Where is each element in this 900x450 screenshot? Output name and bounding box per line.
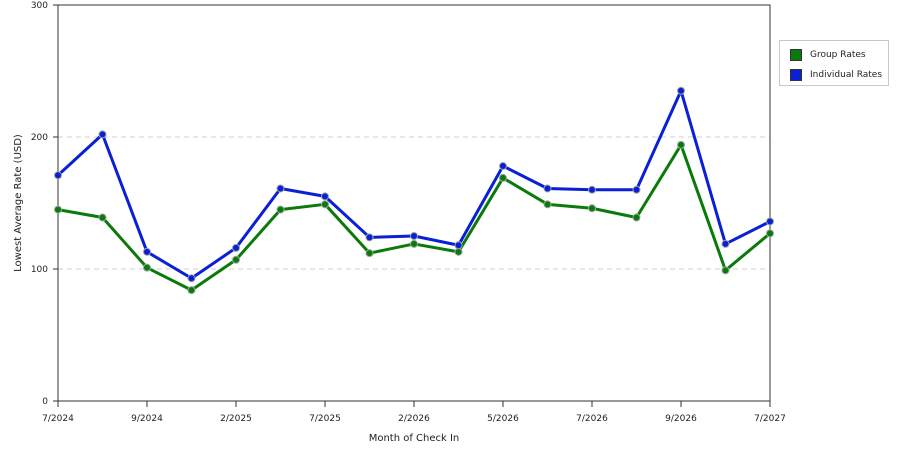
legend-item-individual-rates: Individual Rates xyxy=(790,68,882,82)
data-point-individual-rates xyxy=(588,185,596,194)
x-tick-label: 9/2024 xyxy=(131,414,163,424)
y-tick-label: 300 xyxy=(31,1,48,11)
data-point-group-rates xyxy=(766,229,774,238)
y-tick-label: 200 xyxy=(31,133,48,143)
data-point-group-rates xyxy=(499,173,507,182)
series-group-rates xyxy=(54,140,774,295)
data-point-individual-rates xyxy=(143,247,151,256)
data-point-individual-rates xyxy=(543,184,552,193)
data-point-individual-rates xyxy=(321,192,329,201)
x-tick-label: 7/2026 xyxy=(576,414,608,424)
data-point-group-rates xyxy=(721,266,730,275)
x-tick-label: 5/2026 xyxy=(487,414,519,424)
x-axis-title: Month of Check In xyxy=(369,433,460,444)
data-point-group-rates xyxy=(143,263,151,272)
data-point-group-rates xyxy=(632,213,641,222)
data-point-individual-rates xyxy=(677,86,685,95)
data-point-individual-rates xyxy=(499,162,507,171)
data-point-group-rates xyxy=(276,205,285,214)
x-tick-label: 2/2026 xyxy=(398,414,430,424)
series-line-group-rates xyxy=(57,143,771,292)
data-point-individual-rates xyxy=(721,239,730,248)
data-point-individual-rates xyxy=(187,274,196,283)
data-point-individual-rates xyxy=(98,130,107,139)
data-point-group-rates xyxy=(365,249,374,258)
data-point-individual-rates xyxy=(365,233,374,242)
data-point-group-rates xyxy=(187,286,196,295)
legend-item-group-rates: Group Rates xyxy=(790,48,866,62)
data-point-individual-rates xyxy=(232,243,240,252)
data-point-group-rates xyxy=(543,200,552,209)
x-axis: 7/2024 9/2024 2/2025 7/2025 2/2026 5/2026 7/20… xyxy=(42,401,786,424)
series-line-individual-rates xyxy=(56,89,771,280)
data-point-individual-rates xyxy=(410,232,418,240)
data-point-group-rates xyxy=(98,213,107,222)
data-point-group-rates xyxy=(677,140,685,149)
data-point-group-rates xyxy=(410,239,418,248)
grid-lines xyxy=(58,136,770,270)
data-point-individual-rates xyxy=(766,217,774,226)
x-tick-label: 7/2025 xyxy=(309,414,341,424)
x-tick-label: 7/2027 xyxy=(754,414,786,424)
data-point-group-rates xyxy=(54,205,62,214)
y-tick-label: 0 xyxy=(42,397,48,407)
y-tick-label: 100 xyxy=(31,265,48,275)
y-axis: 0 100 200 300 xyxy=(31,1,58,407)
data-point-individual-rates xyxy=(454,241,463,250)
legend-label-individual-rates: Individual Rates xyxy=(810,70,883,80)
x-tick-label: 7/2024 xyxy=(42,414,74,424)
data-point-group-rates xyxy=(232,255,240,264)
data-point-individual-rates xyxy=(54,171,62,180)
data-point-group-rates xyxy=(454,247,463,256)
data-point-group-rates xyxy=(321,200,329,209)
legend-label-group-rates: Group Rates xyxy=(810,50,866,60)
plot-area xyxy=(57,4,771,402)
data-point-individual-rates xyxy=(276,184,285,193)
legend-swatch-individual-rates xyxy=(790,69,802,81)
legend-swatch-group-rates xyxy=(790,49,802,61)
series-individual-rates xyxy=(54,86,774,283)
data-point-group-rates xyxy=(588,204,596,213)
data-point-individual-rates xyxy=(632,185,641,194)
x-tick-label: 2/2025 xyxy=(220,414,252,424)
y-axis-title: Lowest Average Rate (USD) xyxy=(13,134,24,272)
series-lines xyxy=(54,86,774,295)
x-tick-label: 9/2026 xyxy=(665,414,697,424)
chart-legend: Group Rates Individual Rates xyxy=(779,40,889,86)
